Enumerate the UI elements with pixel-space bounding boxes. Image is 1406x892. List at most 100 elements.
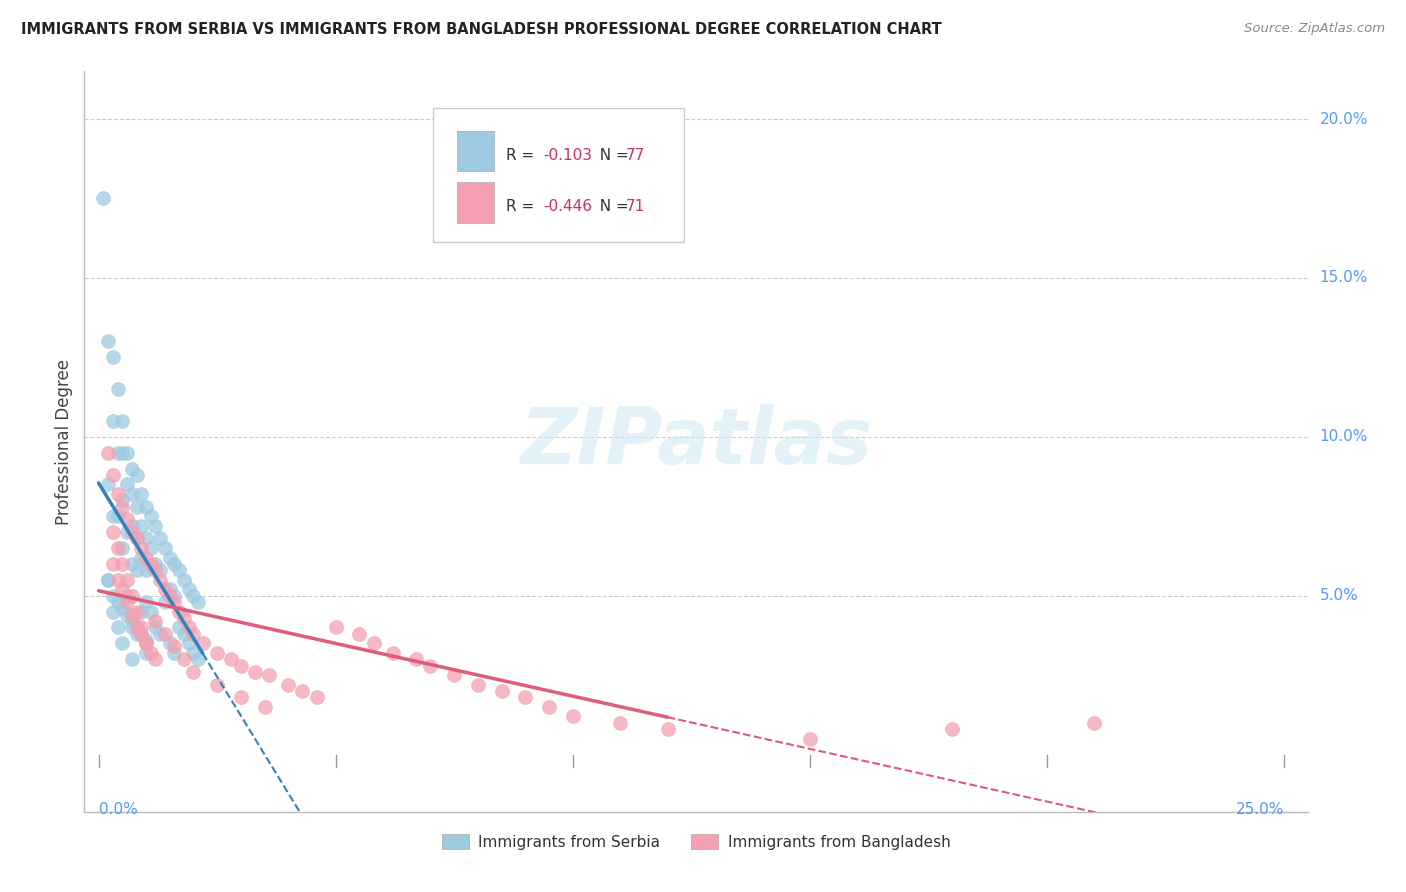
Text: R =: R =: [506, 147, 540, 162]
Point: [537, 699, 560, 714]
Point: [1083, 715, 1105, 730]
Point: [173, 611, 195, 625]
Point: [221, 652, 243, 666]
Point: [159, 582, 181, 597]
Point: [91, 191, 114, 205]
Point: [97, 445, 120, 459]
Point: [129, 627, 152, 641]
Point: [111, 601, 134, 615]
Text: ZIPatlas: ZIPatlas: [520, 403, 872, 480]
Point: [121, 589, 143, 603]
Point: [153, 595, 176, 609]
Point: [111, 493, 134, 508]
Point: [191, 636, 214, 650]
Point: [139, 541, 162, 555]
Point: [115, 595, 138, 609]
Point: [111, 557, 134, 571]
Point: [183, 646, 205, 660]
Text: N =: N =: [589, 199, 633, 214]
Text: 10.0%: 10.0%: [1320, 429, 1368, 444]
Text: 0.0%: 0.0%: [98, 802, 138, 817]
Point: [139, 646, 162, 660]
Point: [101, 509, 124, 524]
Point: [101, 525, 124, 540]
Point: [115, 445, 138, 459]
Point: [111, 414, 134, 428]
Point: [609, 715, 631, 730]
Point: [153, 582, 176, 597]
Point: [167, 563, 190, 577]
Point: [277, 678, 299, 692]
Point: [135, 595, 157, 609]
Point: [135, 646, 157, 660]
Point: [229, 658, 252, 673]
Point: [163, 640, 186, 654]
Point: [325, 620, 347, 634]
Point: [363, 636, 385, 650]
FancyBboxPatch shape: [457, 183, 494, 223]
Text: 20.0%: 20.0%: [1320, 112, 1368, 127]
Point: [139, 557, 162, 571]
Point: [159, 550, 181, 565]
Point: [101, 557, 124, 571]
Text: Source: ZipAtlas.com: Source: ZipAtlas.com: [1244, 22, 1385, 36]
Point: [443, 668, 465, 682]
Point: [121, 518, 143, 533]
Point: [205, 678, 228, 692]
Point: [243, 665, 266, 679]
Point: [115, 607, 138, 622]
Point: [129, 620, 152, 634]
Point: [145, 620, 167, 634]
Point: [173, 573, 195, 587]
Point: [111, 541, 134, 555]
Point: [135, 636, 157, 650]
Point: [515, 690, 537, 705]
FancyBboxPatch shape: [433, 109, 683, 242]
Text: 5.0%: 5.0%: [1320, 588, 1358, 603]
Point: [107, 487, 129, 501]
Point: [107, 382, 129, 396]
Point: [229, 690, 252, 705]
Point: [97, 334, 120, 349]
Point: [135, 636, 157, 650]
Point: [149, 627, 172, 641]
Point: [159, 589, 181, 603]
Point: [187, 652, 209, 666]
Point: [101, 589, 124, 603]
Point: [799, 731, 821, 746]
Y-axis label: Professional Degree: Professional Degree: [55, 359, 73, 524]
FancyBboxPatch shape: [457, 130, 494, 171]
Text: R =: R =: [506, 199, 540, 214]
Point: [177, 636, 200, 650]
Point: [121, 525, 143, 540]
Point: [107, 445, 129, 459]
Point: [177, 620, 200, 634]
Point: [125, 620, 148, 634]
Point: [121, 652, 143, 666]
Text: IMMIGRANTS FROM SERBIA VS IMMIGRANTS FROM BANGLADESH PROFESSIONAL DEGREE CORRELA: IMMIGRANTS FROM SERBIA VS IMMIGRANTS FRO…: [21, 22, 942, 37]
Point: [125, 467, 148, 482]
Point: [121, 607, 143, 622]
Text: 77: 77: [626, 147, 645, 162]
Point: [125, 563, 148, 577]
Point: [97, 477, 120, 491]
Point: [135, 500, 157, 514]
Point: [101, 605, 124, 619]
Point: [657, 722, 679, 736]
Point: [145, 557, 167, 571]
Point: [107, 620, 129, 634]
Point: [163, 589, 186, 603]
Point: [101, 414, 124, 428]
Point: [187, 595, 209, 609]
Point: [167, 620, 190, 634]
Point: [177, 582, 200, 597]
Text: 71: 71: [626, 199, 645, 214]
Point: [259, 668, 281, 682]
Point: [149, 573, 172, 587]
Point: [149, 532, 172, 546]
Point: [163, 646, 186, 660]
Point: [163, 557, 186, 571]
Legend: Immigrants from Serbia, Immigrants from Bangladesh: Immigrants from Serbia, Immigrants from …: [436, 828, 956, 856]
Point: [145, 652, 167, 666]
Point: [205, 646, 228, 660]
